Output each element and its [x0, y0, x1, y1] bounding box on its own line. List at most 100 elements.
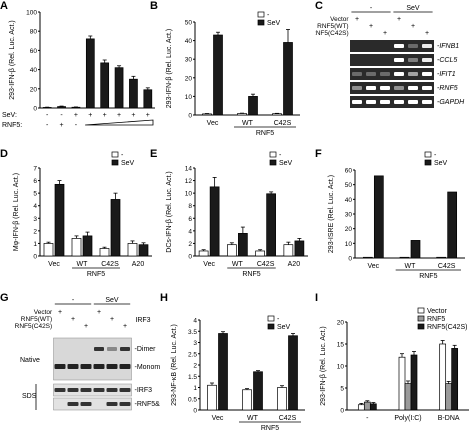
row-sign: +	[110, 316, 114, 323]
bar-wt-neg	[242, 389, 252, 411]
legend-label: SeV	[434, 160, 448, 167]
gel-strip-rnf5	[350, 82, 434, 94]
legend-swatch	[417, 307, 425, 314]
native-label: Native	[20, 357, 40, 364]
x-tick-label: Vec	[212, 415, 224, 422]
monomer-band	[54, 364, 66, 369]
gel-band	[380, 100, 390, 104]
dimer-band	[120, 347, 130, 351]
bar-a20-sev	[294, 240, 305, 257]
panel-label-b: B	[150, 0, 158, 12]
legend-swatch	[111, 159, 119, 166]
y-axis-label: 293-IFN-β (Rel. Luc. Act.)	[320, 326, 327, 406]
chart-e: 0 2 4 6 8 10 12 14 DCs-IFN-β (Rel. Luc. Act.) Vec…	[166, 151, 308, 278]
row-sign: +	[355, 16, 359, 23]
y-tick-label: 1	[193, 385, 197, 392]
legend-label: -	[277, 316, 280, 323]
y-tick-label: 60	[30, 48, 38, 55]
bar-a20-sev	[138, 244, 149, 257]
gel-band	[352, 86, 362, 90]
x-tick-label: C42S	[274, 120, 292, 127]
legend-label: SeV	[267, 20, 281, 27]
gel-band	[352, 100, 362, 104]
gel-band	[422, 44, 432, 48]
y-tick-label: 15	[337, 342, 345, 349]
x-tick-label: A20	[288, 261, 301, 268]
y-tick-label: 30	[345, 212, 353, 219]
y-tick-label: 0.5	[188, 396, 197, 403]
gel-band	[394, 58, 404, 62]
legend-swatch	[257, 19, 265, 26]
row-sign: +	[84, 323, 88, 330]
y-tick-label: 2.5	[188, 351, 197, 358]
gel-band	[408, 44, 418, 48]
bar-wt-neg	[399, 256, 410, 259]
legend-label: SeV	[121, 160, 135, 167]
gel-band	[422, 86, 432, 90]
y-tick-label: 10	[345, 241, 353, 248]
monomer-band	[80, 364, 92, 369]
bar-i-2-0	[369, 403, 377, 411]
bar-c42s-neg	[277, 387, 287, 411]
bar-i-2-2	[451, 348, 459, 411]
chart-a: 0 20 40 60 80 100 293-IFN-β (Rel. Luc. Act.) - -…	[2, 10, 155, 129]
bar-c42s-neg	[272, 113, 282, 116]
row-sign: +	[71, 316, 75, 323]
row-label: Vector	[34, 309, 53, 316]
group-label: RNF5	[256, 130, 274, 137]
legend-label: -	[279, 152, 282, 159]
band-label-irf3: -IRF3	[135, 387, 153, 394]
group-label: RNF5	[419, 273, 437, 280]
y-tick-label: 0	[33, 254, 37, 261]
panel-i: I 0 5 10 15 20 293-IFN-β (Rel. Luc. Act.) - Pol…	[315, 292, 474, 432]
band-label: -RNF5	[437, 85, 458, 92]
legend-swatch	[257, 11, 265, 18]
row-sign: +	[58, 309, 62, 316]
y-tick-label: 7	[33, 166, 37, 173]
dimer-band	[107, 347, 117, 351]
bar-c42s-sev	[266, 193, 276, 257]
y-tick-label: 6	[33, 178, 37, 185]
sev-sign: -	[60, 112, 63, 119]
row-label: RNF5(C42S)	[315, 30, 349, 37]
rnf5-sign: -	[75, 122, 78, 129]
x-tick-label: WT	[405, 263, 417, 270]
gel-band	[394, 86, 404, 90]
panel-d: D 0 1 2 3 4 5 6 7 Mφ-IFN-β (Rel. Luc. Act.) Vec WT…	[0, 148, 160, 288]
sev-sign: +	[103, 112, 107, 119]
header-neg: -	[72, 297, 75, 304]
irf3-band	[80, 388, 92, 392]
y-tick-label: 40	[345, 197, 353, 204]
x-tick-label: WT	[77, 261, 89, 268]
bar-vec-neg	[207, 384, 217, 411]
y-tick-label: 20	[30, 86, 38, 93]
chart-b: 0 10 20 30 40 50 293-IFN-β (Rel. Luc. Act.) Vec…	[166, 11, 300, 137]
gel-strip-ifit1	[350, 68, 434, 80]
legend-label: -	[267, 12, 270, 19]
dose-triangle	[85, 119, 154, 126]
x-tick-label: A20	[132, 261, 145, 268]
y-tick-label: 10	[337, 364, 345, 371]
band-label-dimer: -Dimer	[135, 346, 157, 353]
sds-blot-irf3	[53, 383, 132, 397]
x-tick-label: B-DNA	[438, 415, 460, 422]
row-label: RNF5(WT)	[317, 23, 348, 30]
y-axis-label: 293-NF-κB (Rel. Luc. Act.)	[171, 324, 178, 406]
header-sev: SeV	[105, 297, 119, 304]
panel-label-c: C	[315, 0, 323, 12]
y-tick-label: 0	[33, 106, 37, 113]
bar-vec-sev	[373, 175, 384, 259]
irf3-band	[119, 388, 131, 392]
legend-swatch	[269, 151, 277, 158]
rnf5-band	[67, 402, 79, 406]
gel-band	[408, 58, 418, 62]
x-tick-label: Vec	[367, 263, 379, 270]
panel-label-e: E	[150, 148, 158, 160]
y-tick-label: 20	[337, 320, 345, 327]
y-tick-label: 4	[188, 228, 192, 235]
legend-swatch	[267, 315, 275, 322]
y-tick-label: 3.5	[188, 329, 197, 336]
irf3-band	[54, 388, 66, 392]
bar-a-1	[57, 106, 66, 109]
bar-c42s-neg	[99, 248, 110, 257]
